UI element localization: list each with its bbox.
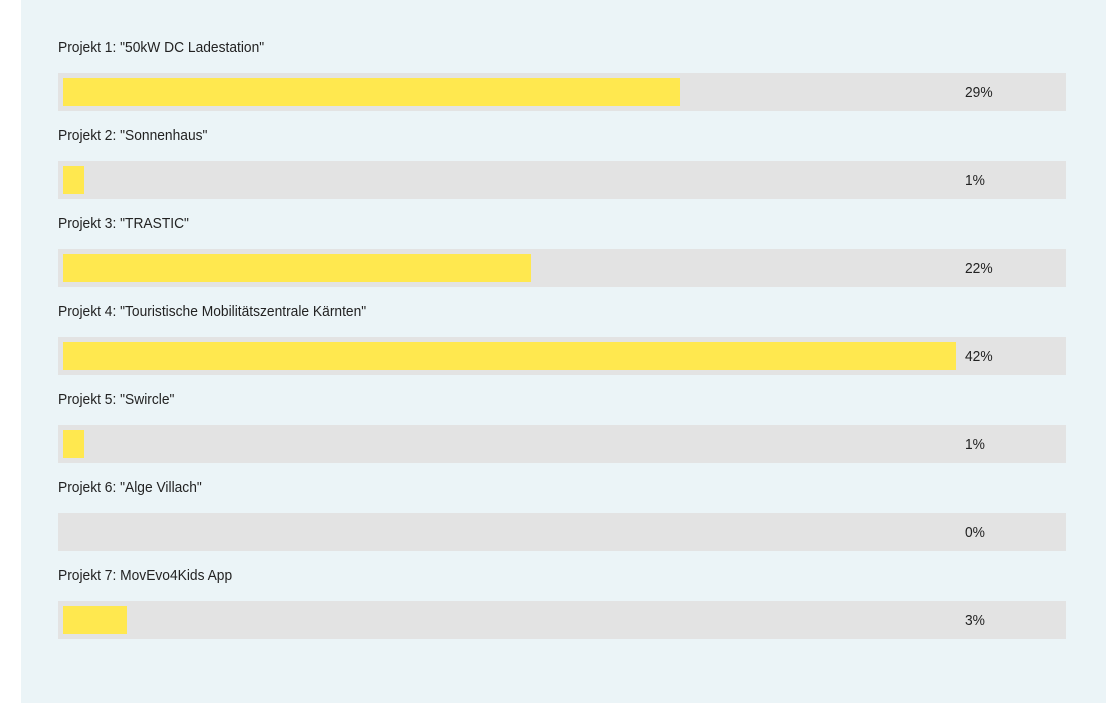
poll-bar-track: 42%	[58, 337, 1066, 375]
poll-option-label: Projekt 1: "50kW DC Ladestation"	[58, 39, 265, 56]
poll-bar-fill	[63, 342, 956, 370]
poll-percentage: 0%	[965, 524, 985, 541]
poll-percentage: 22%	[965, 260, 993, 277]
poll-bar-fill	[63, 78, 680, 106]
poll-percentage: 29%	[965, 84, 993, 101]
poll-results-list: Projekt 1: "50kW DC Ladestation" 29% Proje…	[58, 35, 1066, 651]
poll-bar-track: 1%	[58, 425, 1066, 463]
poll-item: Projekt 5: "Swircle" 1%	[58, 387, 1066, 475]
poll-bar-track: 0%	[58, 513, 1066, 551]
poll-item: Projekt 1: "50kW DC Ladestation" 29%	[58, 35, 1066, 123]
poll-option-label: Projekt 6: "Alge Villach"	[58, 479, 202, 496]
poll-percentage: 1%	[965, 172, 985, 189]
poll-option-label: Projekt 7: MovEvo4Kids App	[58, 567, 233, 584]
poll-option-label: Projekt 5: "Swircle"	[58, 391, 175, 408]
poll-bar-fill	[63, 166, 84, 194]
poll-percentage: 42%	[965, 348, 993, 365]
poll-percentage: 3%	[965, 612, 985, 629]
poll-option-label: Projekt 4: "Touristische Mobilitätszentr…	[58, 303, 367, 320]
poll-option-label: Projekt 2: "Sonnenhaus"	[58, 127, 208, 144]
poll-item: Projekt 6: "Alge Villach" 0%	[58, 475, 1066, 563]
poll-results-panel: Projekt 1: "50kW DC Ladestation" 29% Proje…	[21, 0, 1106, 703]
poll-option-label: Projekt 3: "TRASTIC"	[58, 215, 189, 232]
poll-item: Projekt 3: "TRASTIC" 22%	[58, 211, 1066, 299]
poll-bar-track: 1%	[58, 161, 1066, 199]
poll-bar-fill	[63, 606, 127, 634]
poll-bar-track: 29%	[58, 73, 1066, 111]
poll-item: Projekt 7: MovEvo4Kids App 3%	[58, 563, 1066, 651]
poll-bar-fill	[63, 430, 84, 458]
poll-percentage: 1%	[965, 436, 985, 453]
poll-item: Projekt 4: "Touristische Mobilitätszentr…	[58, 299, 1066, 387]
poll-item: Projekt 2: "Sonnenhaus" 1%	[58, 123, 1066, 211]
poll-bar-fill	[63, 254, 531, 282]
poll-bar-track: 22%	[58, 249, 1066, 287]
poll-bar-track: 3%	[58, 601, 1066, 639]
